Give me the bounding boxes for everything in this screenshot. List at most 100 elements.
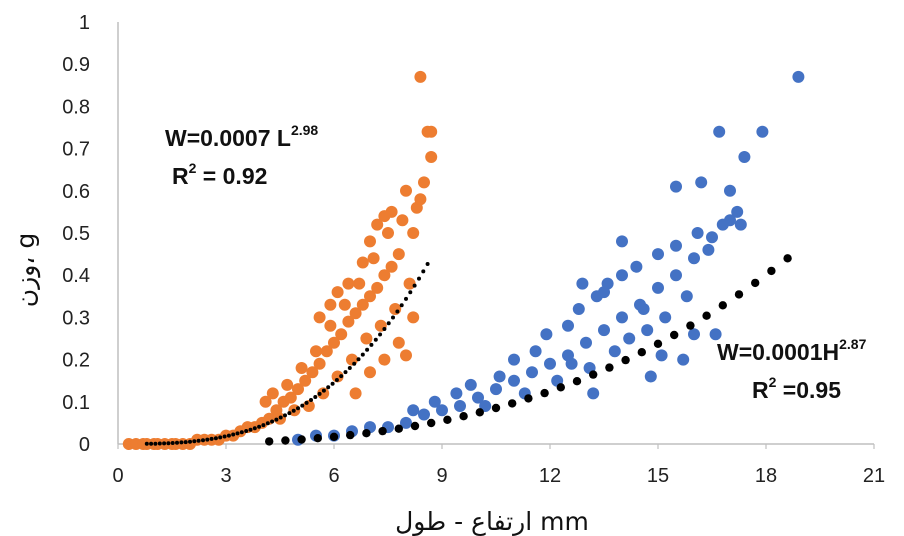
x-tick-label: 12 xyxy=(539,465,561,487)
data-point-height xyxy=(641,324,654,337)
trend-dot-length xyxy=(274,417,279,422)
data-point-height xyxy=(691,227,704,239)
trend-dot-length xyxy=(257,424,262,429)
r2-height-exponent: 2 xyxy=(769,374,777,390)
data-point-height xyxy=(680,290,693,303)
data-point-height xyxy=(695,176,708,189)
data-point-height xyxy=(731,205,744,218)
trend-dot-length xyxy=(252,426,257,431)
trend-dot-length xyxy=(404,296,408,301)
data-point-height xyxy=(508,374,520,387)
data-point-length xyxy=(292,383,304,396)
data-point-height xyxy=(407,404,420,417)
data-point-height xyxy=(709,328,722,341)
trend-dot-length xyxy=(309,398,313,402)
data-point-length xyxy=(331,370,344,383)
data-point-length xyxy=(328,336,340,349)
data-point-height xyxy=(706,231,718,244)
data-point-length xyxy=(302,400,315,412)
trend-dot-length xyxy=(360,352,365,357)
data-point-length xyxy=(403,277,416,290)
r2-length-exponent: 2 xyxy=(189,160,197,176)
trend-dot-length xyxy=(421,269,426,274)
data-point-length xyxy=(382,227,394,239)
data-point-height xyxy=(436,404,448,417)
y-tick-label: 0.8 xyxy=(62,96,90,118)
data-point-length xyxy=(338,298,351,311)
data-point-height xyxy=(724,184,736,197)
trend-dot-length xyxy=(188,439,192,444)
trend-dot-length xyxy=(313,395,318,399)
trend-dot-height xyxy=(265,437,274,446)
trend-dot-length xyxy=(296,406,300,411)
data-point-length xyxy=(364,290,376,303)
data-point-length xyxy=(378,353,391,366)
trend-dot-height xyxy=(281,436,290,445)
data-point-length xyxy=(414,70,427,83)
trend-dot-length xyxy=(205,437,210,442)
trend-dot-height xyxy=(686,321,695,330)
data-point-length xyxy=(356,298,369,311)
trend-dot-height xyxy=(767,266,776,276)
data-point-height xyxy=(702,243,715,256)
data-point-height xyxy=(630,260,643,273)
trend-dot-length xyxy=(166,441,171,446)
trend-dot-height xyxy=(605,363,614,372)
data-point-length xyxy=(346,353,358,366)
trend-dot-height xyxy=(410,421,420,431)
trend-dot-length xyxy=(235,431,240,436)
data-point-height xyxy=(688,328,700,341)
trend-dot-length xyxy=(153,441,158,446)
trend-dot-height xyxy=(751,278,760,288)
data-point-length xyxy=(320,345,333,358)
trend-dot-length xyxy=(326,385,331,390)
data-point-height xyxy=(734,218,747,231)
trend-dot-length xyxy=(231,432,236,437)
trend-dot-length xyxy=(369,342,374,347)
data-point-length xyxy=(392,248,405,261)
data-point-length xyxy=(360,332,373,345)
series-length xyxy=(122,70,438,450)
trend-dot-length xyxy=(395,309,400,314)
data-point-height xyxy=(490,383,502,396)
data-point-length xyxy=(342,277,355,290)
trend-dot-length xyxy=(287,411,292,416)
trend-dot-length xyxy=(330,381,335,386)
trend-dot-height xyxy=(653,339,663,348)
data-point-length xyxy=(364,366,376,379)
trend-layer xyxy=(144,254,792,446)
trend-dot-length xyxy=(201,438,205,443)
trend-dot-height xyxy=(313,434,322,443)
data-point-length xyxy=(306,366,319,379)
data-point-height xyxy=(713,125,726,138)
trend-dot-length xyxy=(347,366,352,370)
data-point-length xyxy=(400,184,412,197)
trend-dot-height xyxy=(572,377,582,386)
data-point-height xyxy=(576,277,589,290)
series-height xyxy=(292,70,805,446)
trend-dot-length xyxy=(373,337,378,342)
equation-height: W=0.0001H2.87 xyxy=(717,336,867,365)
trend-dot-height xyxy=(524,394,533,403)
data-point-height xyxy=(428,395,441,408)
trend-dot-length xyxy=(226,433,231,438)
r2-length-label: R xyxy=(172,163,189,189)
data-point-length xyxy=(349,387,362,400)
data-point-height xyxy=(670,269,682,282)
trend-dot-length xyxy=(382,327,387,331)
data-point-length xyxy=(317,387,330,400)
trend-dot-length xyxy=(352,361,357,366)
data-point-height xyxy=(608,345,621,358)
equation-length: W=0.0007 L2.98 xyxy=(165,122,318,151)
data-point-length xyxy=(378,210,391,223)
trend-dot-length xyxy=(149,441,154,446)
data-point-height xyxy=(738,151,751,163)
data-point-length xyxy=(299,374,312,387)
trend-dot-length xyxy=(278,415,283,420)
data-point-length xyxy=(356,256,369,269)
y-tick-label: 0.3 xyxy=(62,307,90,329)
data-point-length xyxy=(284,391,297,404)
trend-dot-height xyxy=(734,290,744,299)
data-point-length xyxy=(313,311,326,324)
trend-dot-height xyxy=(378,426,387,436)
